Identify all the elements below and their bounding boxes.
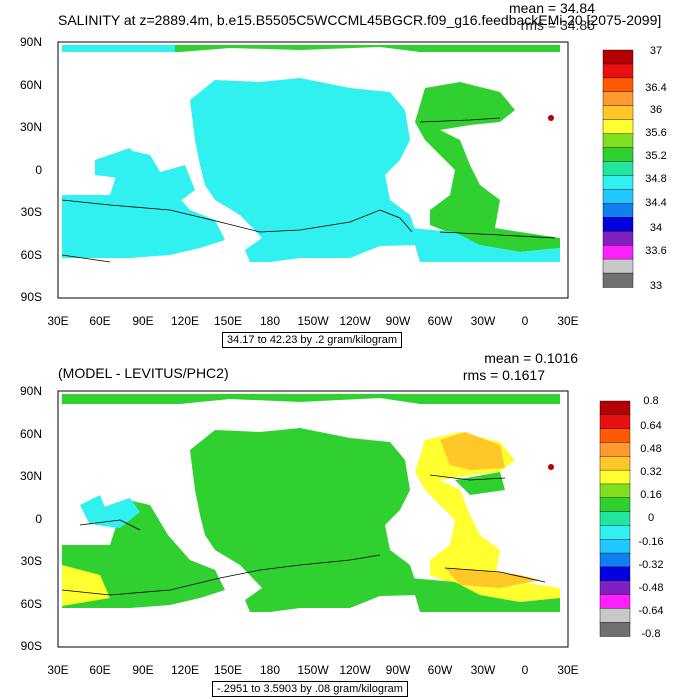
bottom-lon-label: 30E xyxy=(557,663,579,677)
bottom-lon-label: 60W xyxy=(427,663,453,677)
bottom-atlantic-green xyxy=(455,472,505,495)
top-lon-label: 30W xyxy=(470,314,496,328)
bottom-panel-title: (MODEL - LEVITUS/PHC2) xyxy=(58,365,229,381)
bottom-lat-label: 60S xyxy=(20,597,42,611)
bottom-colorbar-label: 0.64 xyxy=(640,420,662,432)
bottom-lon-label: 150E xyxy=(213,663,243,677)
top-lon-label: 180 xyxy=(259,314,281,328)
top-colorbar-label: 35.6 xyxy=(645,127,667,139)
top-atlantic-ocean xyxy=(415,82,560,252)
bottom-colorbar-label: 0.32 xyxy=(640,466,662,478)
top-pacific-ocean xyxy=(190,78,420,262)
bottom-colorbar-label: 0.48 xyxy=(640,443,662,455)
top-contours xyxy=(61,117,556,263)
bottom-range-label: -.2951 to 3.5903 by .08 gram/kilogram xyxy=(212,681,408,697)
top-lon-label: 120E xyxy=(170,314,200,328)
top-rms-label: rms = 34.85 xyxy=(520,17,595,33)
bottom-ocean-regions xyxy=(62,394,560,612)
top-lon-label: 30E xyxy=(557,314,579,328)
bottom-contours xyxy=(61,474,546,596)
top-lat-label: 60S xyxy=(20,248,42,262)
top-arctic-ocean xyxy=(62,45,560,52)
top-lon-label: 120W xyxy=(339,314,371,328)
bottom-colorbar-label: -0.64 xyxy=(638,605,664,617)
top-lat-label: 90N xyxy=(19,35,42,49)
top-med-sea xyxy=(548,115,554,121)
top-colorbar-label: 35.2 xyxy=(645,150,667,162)
bottom-north-atlantic-orange xyxy=(440,432,505,470)
top-lat-label: 90S xyxy=(20,290,42,304)
bottom-lon-label: 30E xyxy=(47,663,69,677)
bottom-atlantic-ocean xyxy=(415,432,560,602)
bottom-colorbar-label: 0 xyxy=(647,512,655,524)
top-lat-label: 30S xyxy=(20,205,42,219)
bottom-lat-label: 60N xyxy=(19,427,42,441)
bottom-lon-label: 120W xyxy=(339,663,371,677)
bottom-lon-label: 60E xyxy=(89,663,111,677)
top-lon-label: 60W xyxy=(427,314,453,328)
top-colorbar-label: 36 xyxy=(649,104,663,116)
bottom-lon-label: 90E xyxy=(132,663,154,677)
top-lat-label: 0 xyxy=(35,163,42,177)
bottom-lon-label: 0 xyxy=(521,663,529,677)
bottom-lon-label: 180 xyxy=(259,663,281,677)
top-colorbar-label: 34.8 xyxy=(645,173,667,185)
top-southern-ocean xyxy=(410,228,560,262)
top-colorbar-label: 33.6 xyxy=(645,245,667,257)
bottom-lat-label: 0 xyxy=(35,512,42,526)
top-lon-label: 150E xyxy=(213,314,243,328)
top-range-label: 34.17 to 42.23 by .2 gram/kilogram xyxy=(222,332,402,348)
bottom-lon-label: 120E xyxy=(170,663,200,677)
top-lon-label: 90W xyxy=(385,314,411,328)
top-colorbar-label: 34.4 xyxy=(645,197,667,209)
bottom-lat-label: 30N xyxy=(19,469,42,483)
bottom-colorbar-label: -0.8 xyxy=(641,628,661,640)
bottom-colorbar-label: 0.16 xyxy=(640,489,662,501)
top-lon-label: 90E xyxy=(132,314,154,328)
bottom-colorbar-label: 0.8 xyxy=(643,395,659,407)
bottom-rms-label: rms = 0.1617 xyxy=(462,367,545,383)
bottom-med-sea xyxy=(548,464,554,470)
bottom-seas-west xyxy=(95,498,140,528)
top-colorbar-label: 37 xyxy=(649,45,663,57)
top-panel-title: SALINITY at z=2889.4m, b.e15.B5505C5WCCM… xyxy=(58,12,662,28)
bottom-lon-label: 30W xyxy=(470,663,496,677)
bottom-lat-label: 90N xyxy=(19,384,42,398)
bottom-lat-label: 30S xyxy=(20,554,42,568)
top-colorbar-label: 34 xyxy=(649,222,663,234)
top-seas-west xyxy=(95,148,140,178)
bottom-lon-label: 90W xyxy=(385,663,411,677)
top-lon-label: 0 xyxy=(521,314,529,328)
top-lat-label: 60N xyxy=(19,78,42,92)
bottom-colorbar-label: -0.16 xyxy=(638,536,664,548)
top-lon-label: 60E xyxy=(89,314,111,328)
top-indian-ocean xyxy=(62,150,225,258)
bottom-colorbar-label: -0.48 xyxy=(638,582,664,594)
bottom-lon-label: 150W xyxy=(297,663,329,677)
top-colorbar-label: 36.4 xyxy=(645,82,667,94)
top-mean-label: mean = 34.84 xyxy=(508,0,595,16)
top-colorbar-label: 33 xyxy=(649,280,663,292)
bottom-pacific-ocean xyxy=(190,428,420,612)
bottom-southern-ocean xyxy=(410,578,560,612)
top-lat-label: 30N xyxy=(19,120,42,134)
bottom-lat-label: 90S xyxy=(20,639,42,653)
bottom-south-atlantic-orange xyxy=(445,568,540,588)
bottom-south-yellow-west xyxy=(62,565,110,606)
bottom-indian-ocean xyxy=(62,500,225,608)
top-arctic-cyan xyxy=(62,45,175,52)
bottom-mean-label: mean = 0.1016 xyxy=(484,350,578,366)
bottom-arctic-ocean xyxy=(62,394,560,404)
top-lon-label: 150W xyxy=(297,314,329,328)
bottom-colorbar-label: -0.32 xyxy=(638,559,664,571)
top-seas-east xyxy=(150,165,195,205)
top-lon-label: 30E xyxy=(47,314,69,328)
top-ocean-regions xyxy=(62,45,560,262)
